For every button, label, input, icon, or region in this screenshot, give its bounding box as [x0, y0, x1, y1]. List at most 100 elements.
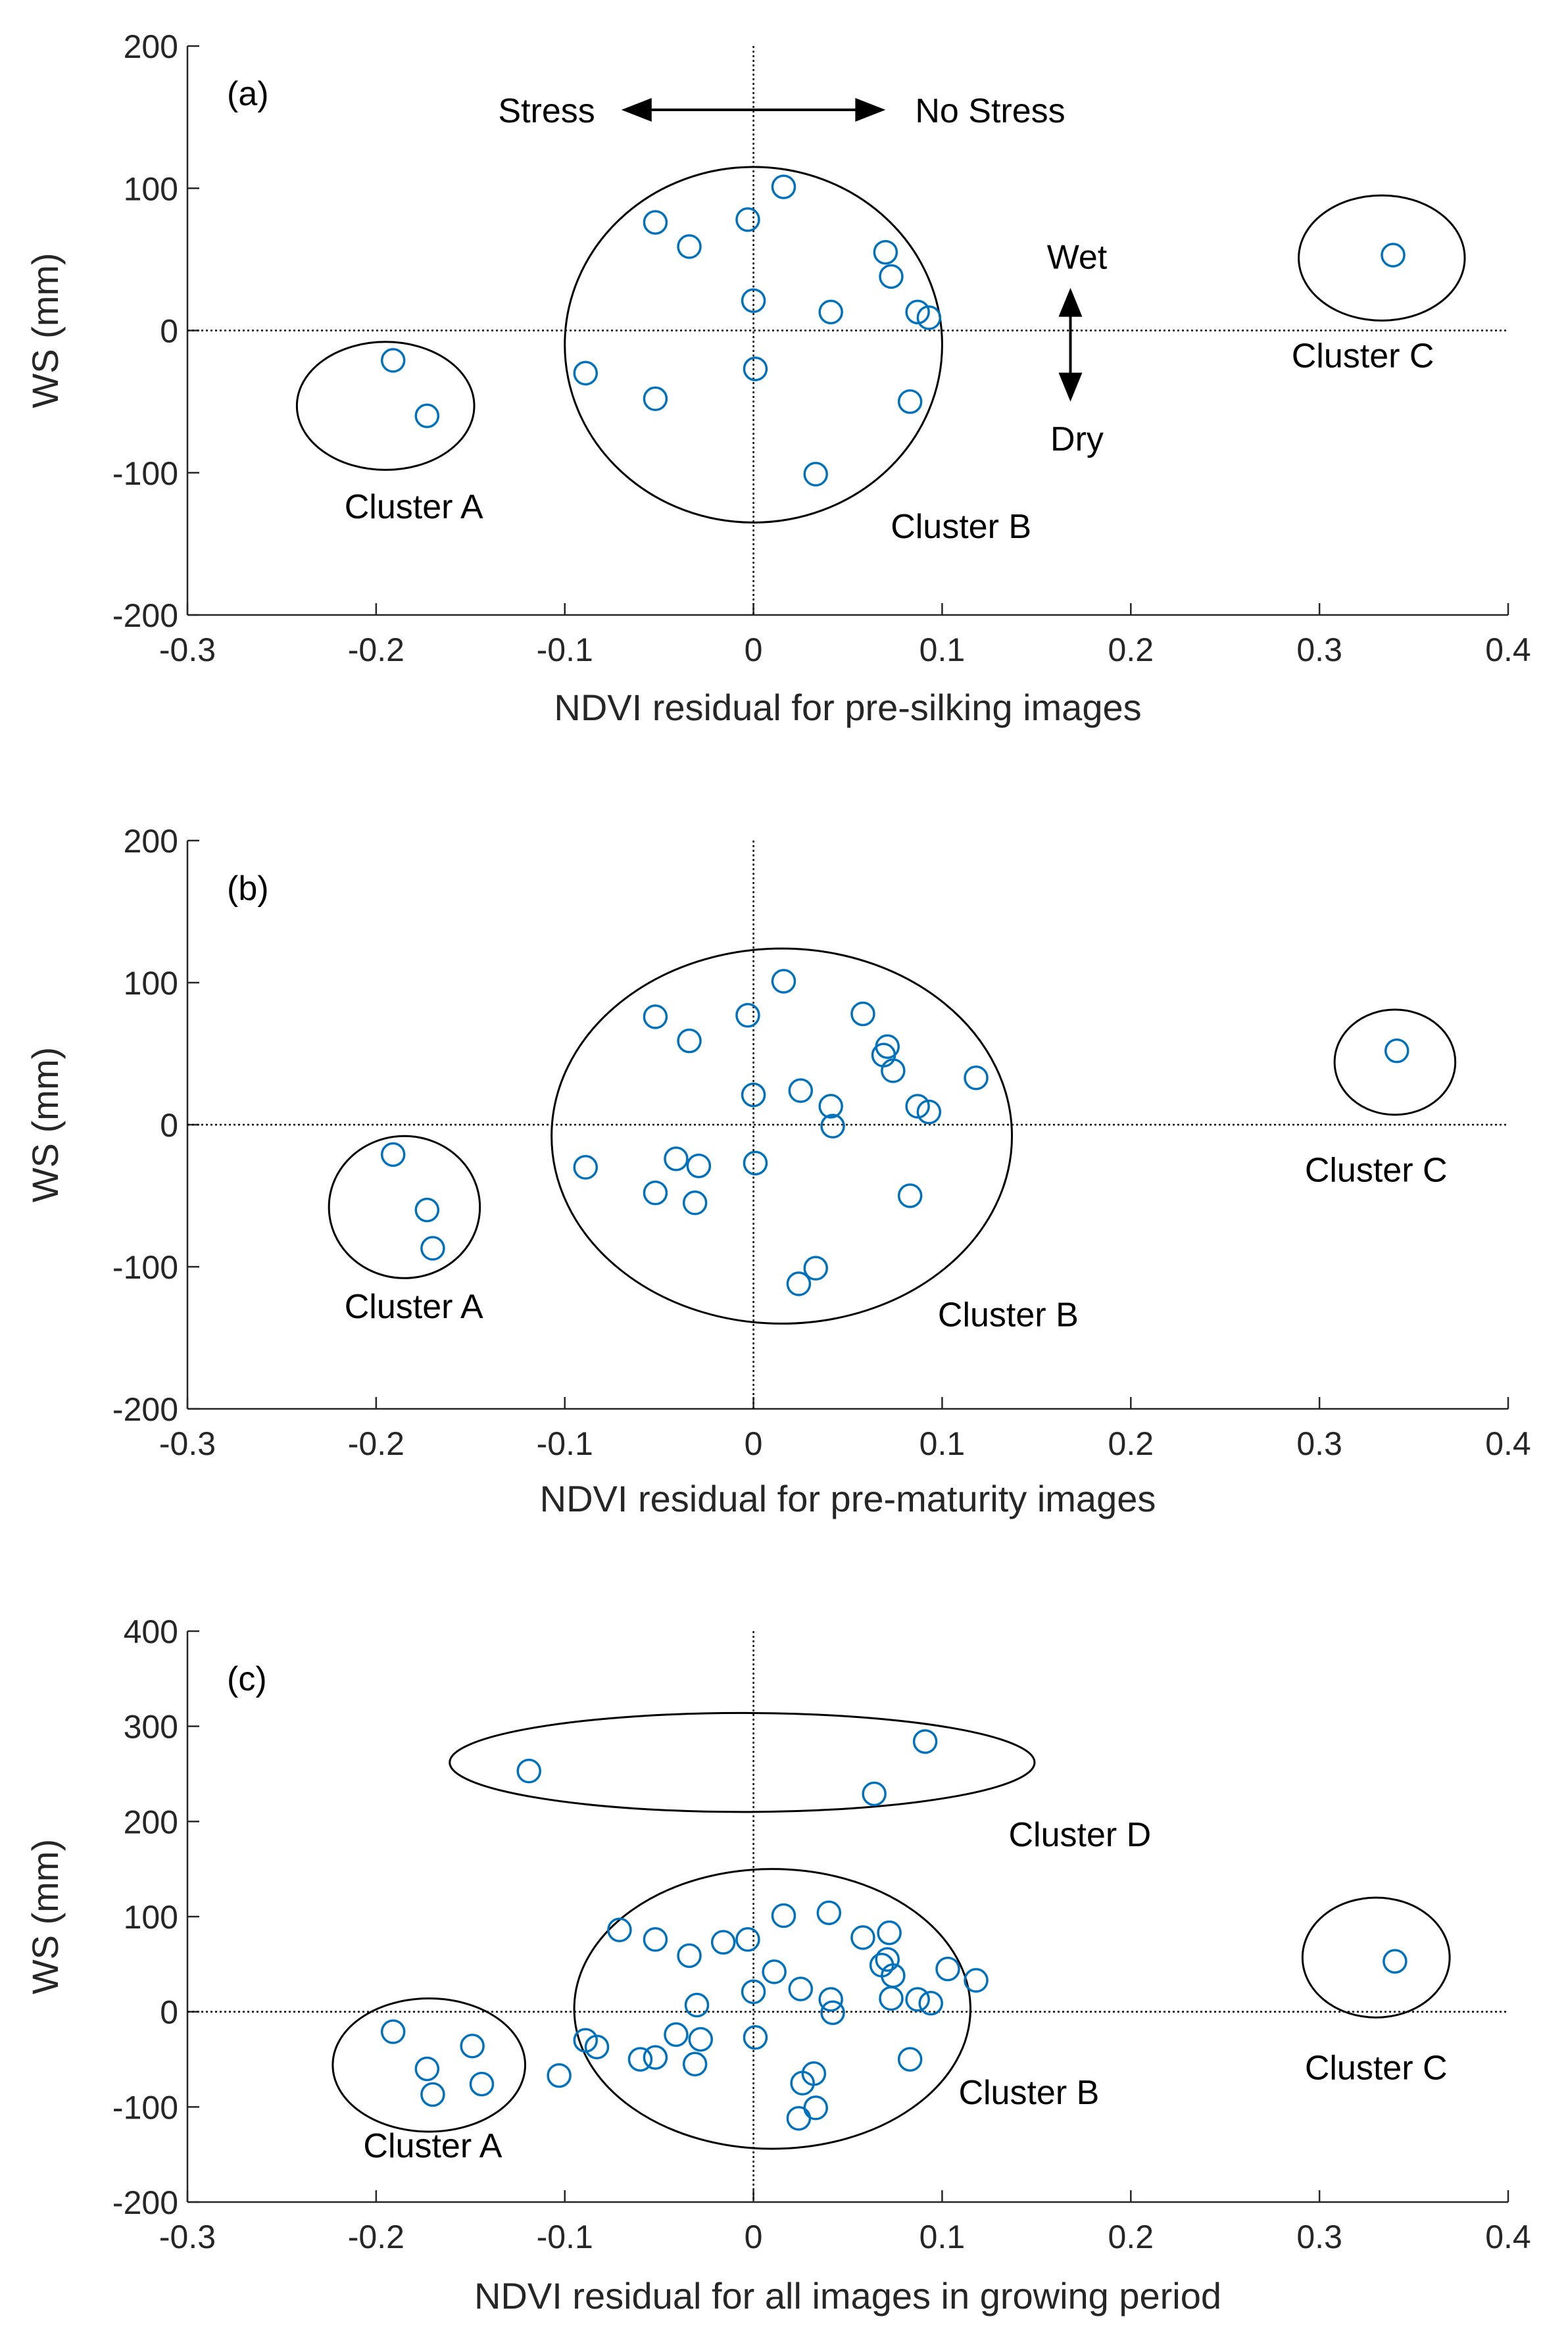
panel-b: -0.3 -0.2 -0.1 0 0.1 0.2 0.3 0.4 -200 -100 0 100 200…: [24, 823, 1531, 1519]
data-point: [627, 2047, 653, 2072]
y-tick-label: 0: [160, 1994, 178, 2031]
data-point: [918, 1990, 943, 2016]
y-tick-label: 400: [124, 1613, 178, 1650]
cluster-ellipse: [1301, 1896, 1451, 2019]
y-tick-label: 100: [124, 1899, 178, 1936]
y-tick-label: -100: [112, 2089, 178, 2126]
data-point: [786, 1271, 812, 1296]
data-point: [643, 1004, 668, 1029]
data-point: [688, 2026, 714, 2052]
y-axis-label: WS (mm): [24, 1839, 66, 1994]
y-tick-label: -200: [112, 1391, 178, 1428]
x-tick-label: 0.3: [1296, 2219, 1342, 2255]
x-tick-label: 0.2: [1108, 1425, 1154, 1462]
data-point: [420, 2082, 445, 2107]
y-axis-label: WS (mm): [24, 1047, 66, 1202]
data-point: [905, 1987, 930, 2012]
data-point: [643, 1180, 668, 1206]
data-point: [573, 1155, 599, 1180]
data-point: [788, 1976, 814, 2001]
cluster-label: Cluster C: [1305, 1151, 1448, 1189]
data-point: [380, 348, 406, 373]
data-point: [916, 1099, 942, 1125]
panel-label: (b): [227, 870, 269, 908]
data-point: [743, 2024, 768, 2050]
data-point: [905, 1094, 930, 1119]
data-point: [380, 2019, 406, 2044]
dry-arrowhead: [1058, 372, 1083, 402]
cluster-label: Cluster D: [1008, 1816, 1151, 1854]
data-point: [460, 2033, 485, 2059]
y-tick-label: 0: [160, 313, 178, 350]
data-point: [547, 2063, 572, 2088]
wet-arrowhead: [1058, 287, 1083, 317]
data-point: [877, 1920, 902, 1946]
cluster-label: Cluster A: [345, 1288, 483, 1326]
data-point: [380, 1142, 406, 1167]
data-point: [816, 1900, 842, 1925]
data-point: [677, 1028, 702, 1054]
data-point: [916, 305, 942, 330]
data-point: [735, 1002, 760, 1028]
x-tick-label: 0.2: [1108, 2219, 1154, 2255]
data-point: [912, 1729, 938, 1754]
cluster-ellipse: [328, 1135, 481, 1279]
x-tick-label: -0.1: [537, 1425, 593, 1462]
data-point: [881, 1963, 906, 1988]
x-tick-label: -0.2: [348, 631, 404, 668]
x-tick-label: -0.3: [159, 631, 216, 668]
x-tick-label: -0.1: [537, 2219, 593, 2255]
data-point: [420, 1236, 445, 1261]
data-point: [771, 1903, 796, 1928]
data-point: [710, 1930, 736, 1955]
x-tick-label: 0: [745, 631, 763, 668]
x-tick-label: 0.4: [1485, 1425, 1531, 1462]
x-tick-label: 0.1: [919, 1425, 966, 1462]
data-point: [881, 1058, 906, 1083]
y-tick-label: 100: [124, 965, 178, 1002]
data-point: [818, 299, 843, 325]
data-point: [905, 299, 930, 325]
data-point: [771, 174, 796, 199]
data-point: [607, 1917, 632, 1943]
cluster-ellipse: [331, 1997, 526, 2133]
x-tick-label: 0: [745, 2219, 763, 2255]
data-point: [897, 389, 923, 414]
data-point: [516, 1758, 541, 1784]
data-point: [741, 1082, 766, 1108]
data-point: [818, 1094, 843, 1119]
data-point: [664, 2022, 689, 2047]
data-point: [850, 1001, 875, 1027]
data-point: [735, 207, 760, 232]
data-point: [573, 360, 599, 386]
y-tick-label: -200: [112, 597, 178, 634]
data-point: [803, 2096, 828, 2121]
data-point: [686, 1153, 712, 1179]
data-point: [1384, 1038, 1409, 1064]
y-tick-label: 200: [124, 1803, 178, 1840]
cluster-ellipse: [573, 1868, 971, 2150]
data-point: [414, 1197, 440, 1223]
data-point: [414, 403, 440, 428]
panel-label: (c): [227, 1660, 267, 1698]
data-point: [584, 2034, 610, 2059]
data-point: [875, 1947, 900, 1972]
data-point: [897, 1183, 923, 1208]
data-point: [820, 1114, 845, 1139]
wet-label: Wet: [1047, 238, 1108, 276]
x-tick-label: 0.1: [919, 2219, 966, 2255]
data-point: [862, 1781, 887, 1807]
data-point: [643, 210, 668, 235]
stress-label: Stress: [498, 92, 595, 130]
x-tick-label: -0.2: [348, 1425, 404, 1462]
panel-label: (a): [227, 75, 269, 113]
x-tick-label: 0.4: [1485, 631, 1531, 668]
data-point: [801, 2061, 827, 2086]
data-point: [643, 386, 668, 412]
y-axis-label: WS (mm): [24, 253, 66, 408]
data-point: [741, 288, 766, 313]
no-stress-label: No Stress: [915, 92, 1065, 130]
data-point: [850, 1925, 875, 1950]
